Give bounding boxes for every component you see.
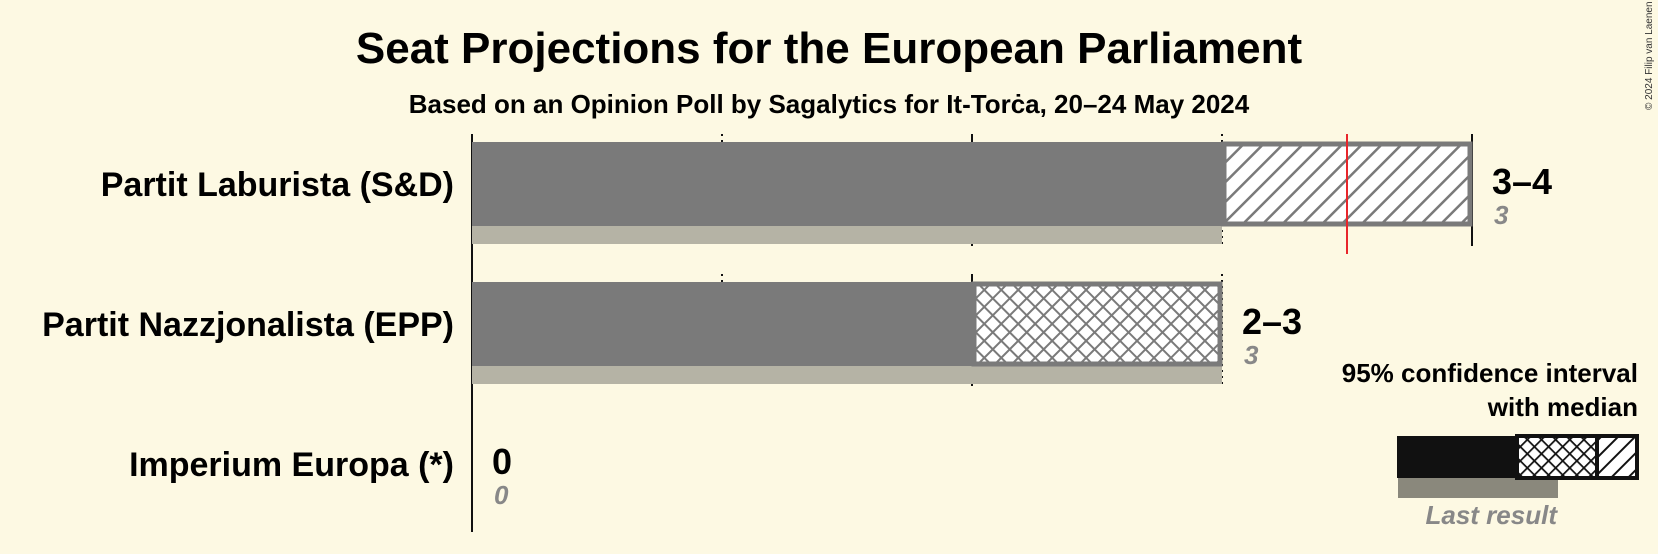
ci-solid-bar	[472, 282, 972, 366]
legend-last-result-label: Last result	[1426, 500, 1559, 530]
last-result-label: 3	[1494, 200, 1509, 230]
last-result-label: 0	[494, 480, 509, 510]
legend-cross-bar	[1515, 434, 1599, 480]
legend: 95% confidence interval with median Last…	[1342, 358, 1639, 530]
legend-line-1: 95% confidence interval	[1342, 358, 1638, 388]
party-label: Partit Laburista (S&D)	[101, 166, 454, 204]
legend-hatch-bar	[1595, 434, 1639, 480]
party-label: Partit Nazzjonalista (EPP)	[42, 306, 454, 344]
party-label: Imperium Europa (*)	[129, 446, 454, 484]
chart-subtitle: Based on an Opinion Poll by Sagalytics f…	[409, 89, 1250, 119]
legend-median-bar	[1397, 436, 1517, 478]
chart-title: Seat Projections for the European Parlia…	[356, 24, 1303, 73]
last-result-label: 3	[1244, 340, 1259, 370]
range-label: 2–3	[1242, 301, 1302, 342]
range-label: 0	[492, 441, 512, 482]
range-label: 3–4	[1492, 161, 1552, 202]
legend-line-2: with median	[1487, 392, 1638, 422]
ci-solid-bar	[472, 142, 1222, 226]
copyright-text: © 2024 Filip van Laenen	[1644, 1, 1655, 110]
ci-lower-half-bar	[971, 281, 1223, 367]
